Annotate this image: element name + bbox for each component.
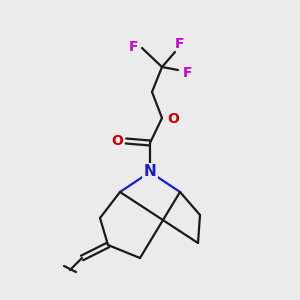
Text: F: F [128,40,138,54]
Text: F: F [183,66,193,80]
Text: F: F [174,37,184,51]
Text: O: O [167,112,179,126]
Text: N: N [144,164,156,179]
Text: O: O [111,134,123,148]
